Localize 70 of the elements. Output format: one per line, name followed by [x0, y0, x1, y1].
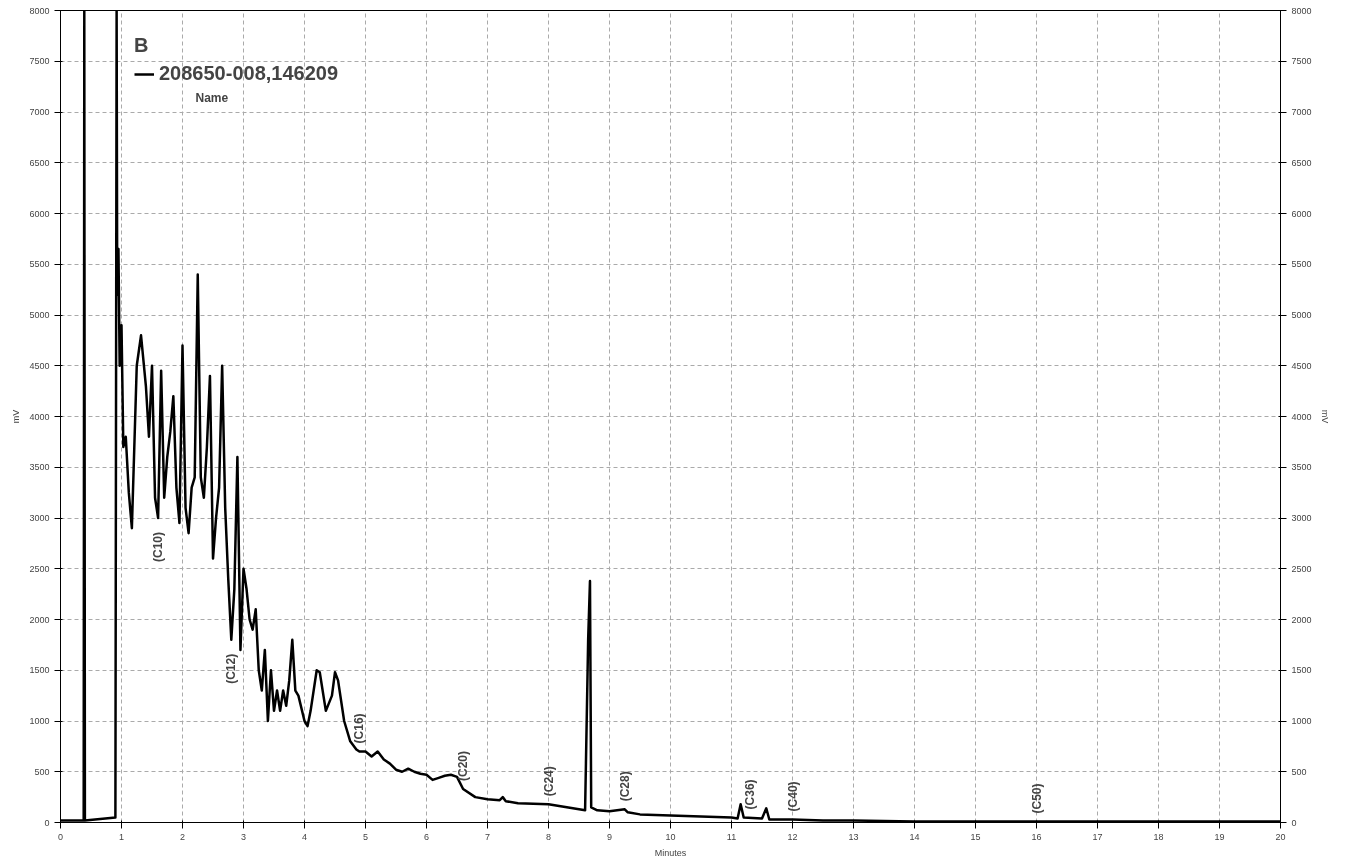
x-tick-label: 20 — [1275, 831, 1286, 842]
x-tick-label: 5 — [363, 831, 369, 842]
x-tick-label: 11 — [726, 831, 737, 842]
y2-tick-label: 4000 — [1291, 411, 1312, 422]
y-tick-label: 8000 — [29, 5, 50, 16]
x-tick-label: 12 — [787, 831, 798, 842]
x-tick-label: 1 — [119, 831, 125, 842]
y-tick-label: 3500 — [29, 462, 50, 473]
y-tick-label: 7000 — [29, 107, 50, 117]
y2-tick-label: 2000 — [1291, 614, 1312, 625]
y-tick-label: 500 — [34, 766, 50, 777]
y2-axis-title: mV — [1319, 409, 1330, 424]
y-tick-label: 6000 — [29, 208, 50, 219]
y2-tick-label: 1500 — [1291, 665, 1312, 676]
y2-tick-label: 7500 — [1291, 56, 1312, 67]
annotation: (C12) — [224, 653, 239, 684]
y-tick-label: 1000 — [29, 716, 50, 726]
x-axis-title: Minutes — [654, 847, 687, 858]
annotation: (C24) — [541, 766, 556, 797]
y-tick-label: 6500 — [29, 157, 50, 168]
annotation: (C40) — [785, 781, 800, 812]
y-tick-label: 0 — [44, 817, 50, 828]
y-tick-label: 3000 — [29, 513, 50, 523]
y-tick-label: 4500 — [29, 360, 50, 371]
x-tick-label: 10 — [665, 831, 676, 842]
x-tick-label: 6 — [424, 831, 430, 842]
y-tick-label: 2000 — [29, 614, 50, 625]
y2-tick-label: 2500 — [1291, 563, 1312, 574]
annotation: Name — [195, 90, 229, 105]
x-tick-label: 14 — [909, 831, 920, 842]
x-tick-label: 8 — [546, 831, 552, 842]
legend-title: B — [134, 34, 150, 57]
y-tick-label: 7500 — [29, 56, 50, 67]
y2-tick-label: 3500 — [1291, 462, 1312, 473]
x-tick-label: 2 — [180, 831, 186, 842]
annotation: (C10) — [151, 531, 166, 563]
annotation: (C20) — [456, 750, 471, 782]
y-axis-title: mV — [11, 409, 22, 424]
annotation: (C16) — [352, 713, 367, 744]
y-tick-label: 5000 — [29, 310, 50, 320]
y2-tick-label: 0 — [1291, 817, 1297, 828]
y-tick-label: 4000 — [29, 411, 50, 422]
annotation: (C50) — [1029, 783, 1044, 814]
y2-tick-label: 5500 — [1291, 259, 1312, 270]
x-tick-label: 16 — [1031, 831, 1042, 842]
x-tick-label: 17 — [1092, 831, 1103, 842]
y2-tick-label: 6000 — [1291, 208, 1312, 219]
x-tick-label: 13 — [848, 831, 859, 842]
y2-tick-label: 5000 — [1291, 310, 1312, 320]
y2-tick-label: 3000 — [1291, 513, 1312, 523]
y2-tick-label: 500 — [1291, 766, 1307, 777]
legend-label: 208650-008,146209 — [159, 62, 339, 85]
y-tick-label: 5500 — [29, 259, 50, 270]
y2-tick-label: 6500 — [1291, 157, 1312, 168]
x-tick-label: 3 — [241, 831, 247, 842]
x-tick-label: 4 — [302, 831, 308, 842]
y2-tick-label: 8000 — [1291, 5, 1312, 16]
y2-tick-label: 1000 — [1291, 716, 1312, 726]
y-tick-label: 2500 — [29, 563, 50, 574]
x-tick-label: 0 — [58, 831, 64, 842]
x-tick-label: 15 — [970, 831, 981, 842]
annotation: (C36) — [742, 779, 757, 810]
y-tick-label: 1500 — [29, 665, 50, 676]
y2-tick-label: 7000 — [1291, 107, 1312, 117]
annotation: (C28) — [617, 771, 632, 802]
x-tick-label: 19 — [1214, 831, 1225, 842]
x-tick-label: 9 — [607, 831, 613, 842]
y2-tick-label: 4500 — [1291, 360, 1312, 371]
x-tick-label: 18 — [1153, 831, 1164, 842]
x-tick-label: 7 — [485, 831, 491, 842]
